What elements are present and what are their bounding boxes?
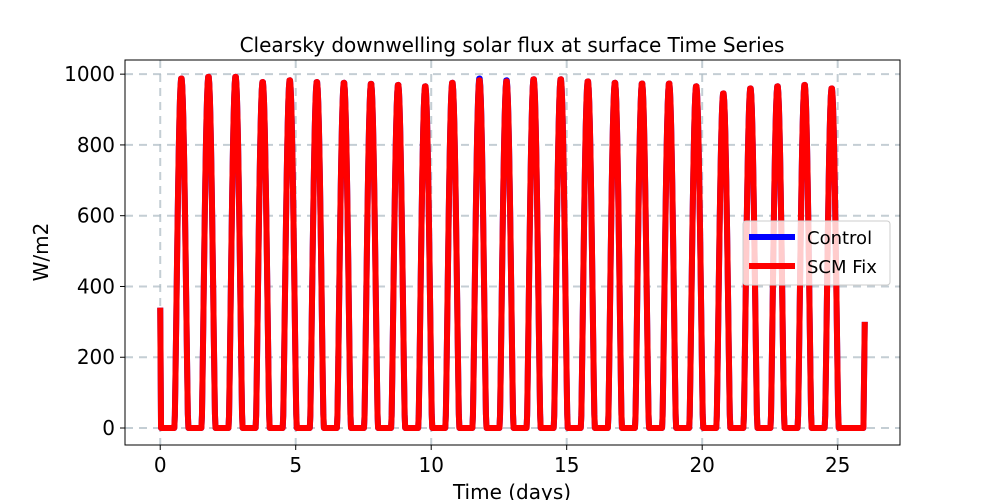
series-line-scm-fix [157,73,868,432]
y-tick-label: 400 [77,274,115,298]
x-tick-label: 0 [154,453,167,477]
x-axis-label: Time (days) [452,480,571,500]
y-tick-label: 1000 [64,62,115,86]
legend-label-control: Control [807,228,872,249]
y-tick-label: 0 [102,416,115,440]
plot-frame [124,59,901,446]
chart-title: Clearsky downwelling solar flux at surfa… [240,33,785,57]
x-tick-label: 5 [289,453,302,477]
y-axis-label: W/m2 [29,223,53,282]
series-lines [157,73,868,432]
y-tick-label: 600 [77,204,115,228]
x-tick-label: 25 [825,453,850,477]
x-tick-label: 15 [554,453,579,477]
y-tick-label: 200 [77,345,115,369]
y-tick-label: 800 [77,133,115,157]
x-tick-label: 20 [689,453,714,477]
x-tick-label: 10 [418,453,443,477]
legend: Control SCM Fix [742,220,891,286]
x-axis: 0 5 10 15 20 25 [154,445,850,477]
y-axis: 0 200 400 600 800 1000 [64,62,125,440]
legend-label-scm-fix: SCM Fix [807,257,877,278]
